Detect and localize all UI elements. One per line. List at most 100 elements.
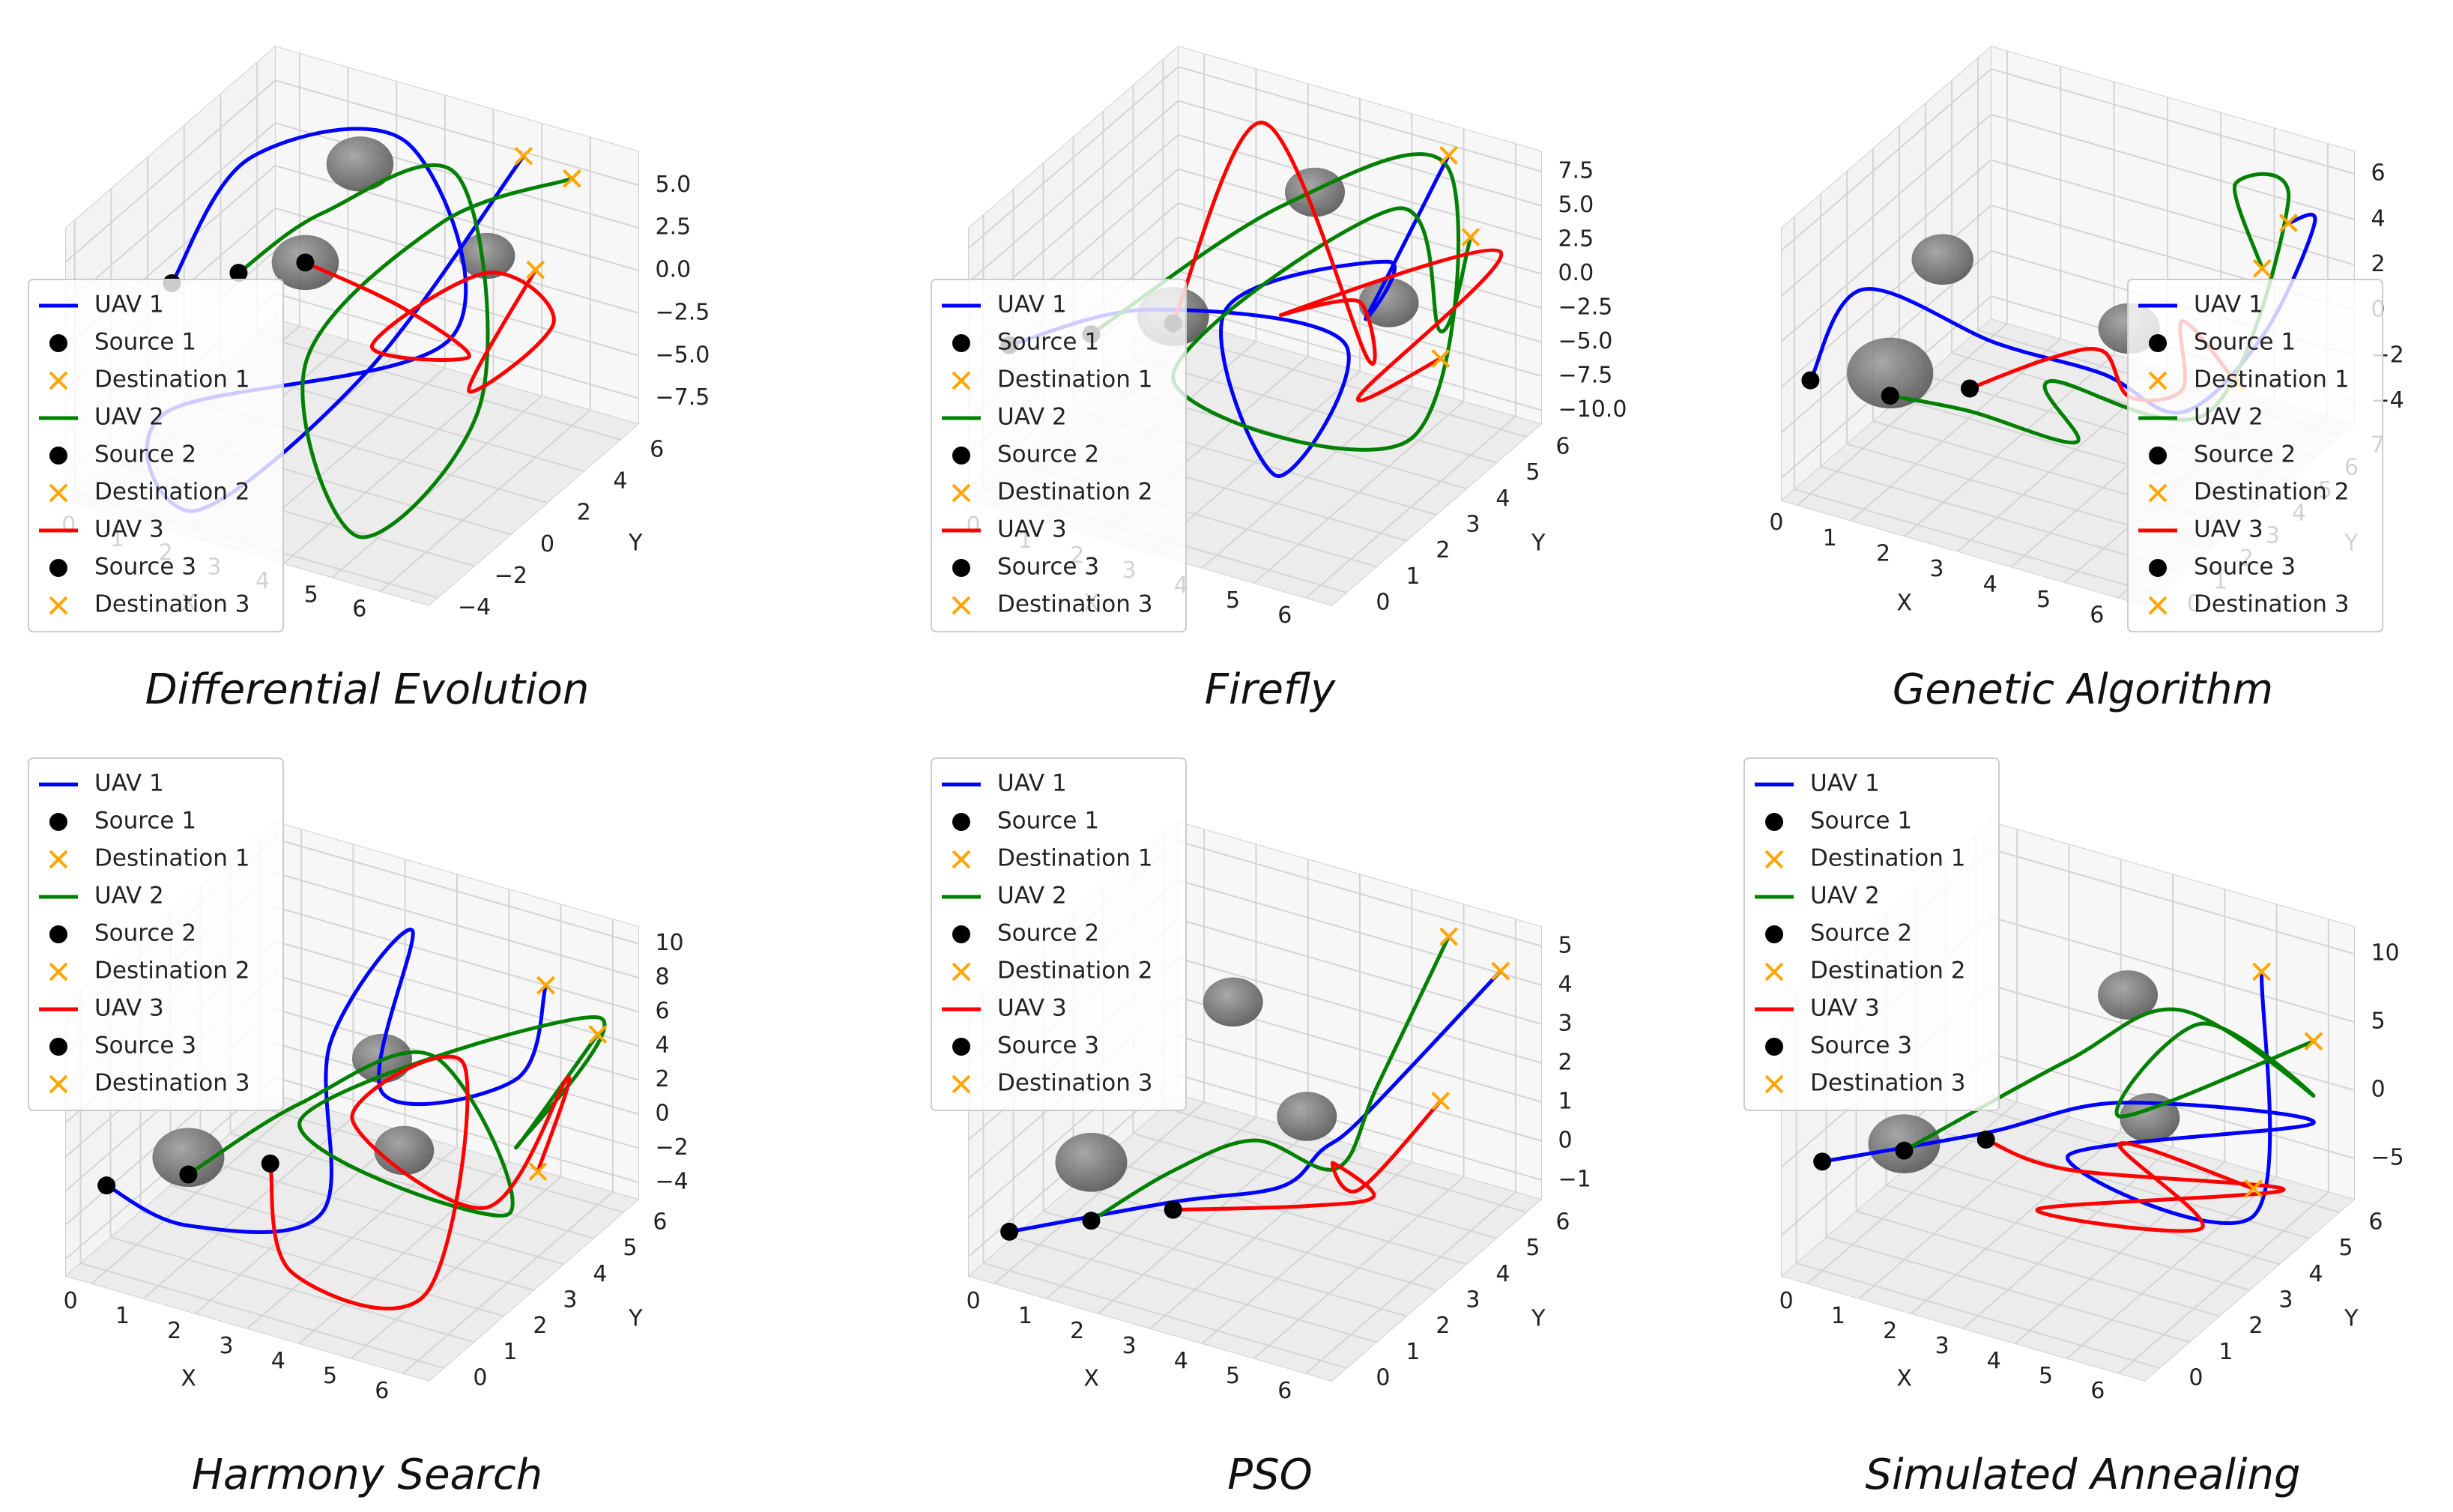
grid-line — [1991, 113, 2355, 220]
grid-line — [64, 79, 276, 263]
legend-label: Destination 1 — [1810, 845, 1965, 872]
legend-label: Source 2 — [94, 920, 196, 947]
legend-label: Destination 3 — [2194, 591, 2349, 618]
y-tick-label: 6 — [653, 1209, 667, 1236]
legend-box — [1743, 757, 2000, 1111]
legend-label: Source 3 — [1810, 1032, 1912, 1059]
legend-label: UAV 1 — [997, 770, 1067, 797]
grid-line — [967, 66, 1179, 250]
x-tick-label: 6 — [1277, 602, 1292, 629]
x-tick-label: 4 — [1983, 572, 1997, 598]
source-marker — [1895, 1141, 1914, 1160]
grid-line — [1991, 68, 2355, 175]
obstacle — [1277, 1092, 1337, 1141]
grid-line — [1178, 100, 1542, 207]
legend-label: Source 2 — [997, 920, 1099, 947]
grid-line — [80, 1262, 444, 1369]
chart-title: Firefly — [1205, 665, 1336, 714]
source-marker — [97, 1176, 116, 1195]
z-tick-label: 7.5 — [1558, 158, 1594, 184]
y-tick-label: 2 — [1436, 537, 1450, 563]
legend-marker — [952, 850, 971, 869]
source-marker — [1961, 379, 1979, 398]
legend-label: Destination 1 — [94, 366, 249, 393]
grid-line — [1133, 1132, 1497, 1239]
grid-line — [1916, 1158, 2280, 1265]
z-tick-label: 0 — [1558, 1127, 1572, 1153]
legend-label: Source 3 — [997, 1032, 1099, 1059]
z-tick-label: −5.0 — [1558, 328, 1612, 354]
legend-label: Destination 1 — [2194, 366, 2349, 393]
destination-marker — [2252, 258, 2272, 278]
x-tick-label: 1 — [1831, 1303, 1845, 1329]
legend-marker — [1765, 813, 1783, 831]
z-tick-label: 2.5 — [1558, 226, 1594, 252]
z-tick-label: 0 — [655, 1101, 669, 1127]
destination-marker — [2304, 1032, 2323, 1051]
destination-marker — [526, 260, 545, 279]
legend-label: Destination 1 — [94, 845, 249, 872]
legend-label: UAV 3 — [997, 516, 1067, 543]
source-marker — [229, 264, 248, 282]
z-tick-label: 3 — [1558, 1010, 1572, 1036]
z-tick-label: 6 — [655, 998, 669, 1024]
trajectory — [1903, 1007, 2316, 1152]
x-tick-label: 6 — [1277, 1378, 1292, 1404]
x-tick-label: 0 — [967, 1288, 981, 1314]
legend-marker — [1764, 1074, 1784, 1094]
x-tick-label: 6 — [375, 1378, 389, 1404]
grid-line — [260, 1107, 624, 1214]
legend-marker — [952, 925, 970, 943]
legend-label: UAV 1 — [1810, 770, 1880, 797]
grid-line — [1797, 323, 2008, 506]
legend-marker — [49, 447, 67, 465]
x-tick-label: 1 — [1018, 1303, 1032, 1329]
legend-box — [931, 279, 1187, 632]
legend-label: Destination 3 — [1810, 1070, 1965, 1097]
grid-line — [1178, 134, 1542, 241]
grid-line — [1133, 357, 1497, 464]
grid-line — [170, 1185, 534, 1291]
legend-box — [931, 757, 1187, 1111]
grid-line — [1178, 957, 1542, 1064]
trajectory — [304, 261, 556, 394]
legend-marker — [2148, 596, 2168, 615]
obstacle — [1203, 977, 1263, 1027]
legend-label: Destination 3 — [997, 1070, 1152, 1097]
legend-label: UAV 3 — [1810, 995, 1880, 1022]
legend-marker — [49, 1038, 67, 1056]
y-axis-label: Y — [628, 1306, 643, 1332]
y-tick-label: 2 — [2248, 1313, 2263, 1339]
x-tick-label: 0 — [1779, 1288, 1794, 1314]
legend-label: UAV 3 — [2194, 516, 2263, 543]
grid-line — [331, 395, 542, 578]
destination-marker — [2244, 1179, 2263, 1198]
trajectory — [1809, 212, 2317, 415]
grid-line — [1991, 159, 2355, 266]
legend-label: Source 3 — [2194, 554, 2296, 581]
y-tick-label: 0 — [1376, 1364, 1390, 1391]
z-tick-label: 4 — [655, 1032, 669, 1059]
x-tick-label: 1 — [1823, 525, 1837, 551]
grid-line — [1780, 205, 1992, 388]
obstacle — [1847, 337, 1934, 409]
legend-label: Destination 2 — [2194, 479, 2349, 506]
grid-line — [983, 1262, 1347, 1369]
y-tick-label: 1 — [503, 1339, 517, 1365]
obstacle — [459, 232, 515, 279]
subplot: 0123456−4−20246−7.5−5.0−2.50.02.55.0XYUA… — [28, 45, 710, 714]
grid-line — [1178, 236, 1542, 343]
x-tick-label: 5 — [1226, 1363, 1240, 1389]
legend-label: Destination 3 — [94, 1070, 249, 1097]
legend-label: UAV 1 — [94, 291, 164, 318]
y-tick-label: 4 — [2308, 1261, 2323, 1287]
trajectory — [1008, 970, 1502, 1234]
y-tick-label: −4 — [458, 594, 491, 620]
grid-line — [1178, 840, 1542, 947]
x-tick-label: 2 — [1876, 540, 1890, 566]
z-tick-label: −4 — [655, 1169, 688, 1195]
legend-label: Destination 2 — [1810, 958, 1965, 985]
trajectory — [187, 1015, 607, 1218]
legend-label: Destination 2 — [997, 479, 1152, 506]
grid-line — [1178, 270, 1542, 378]
